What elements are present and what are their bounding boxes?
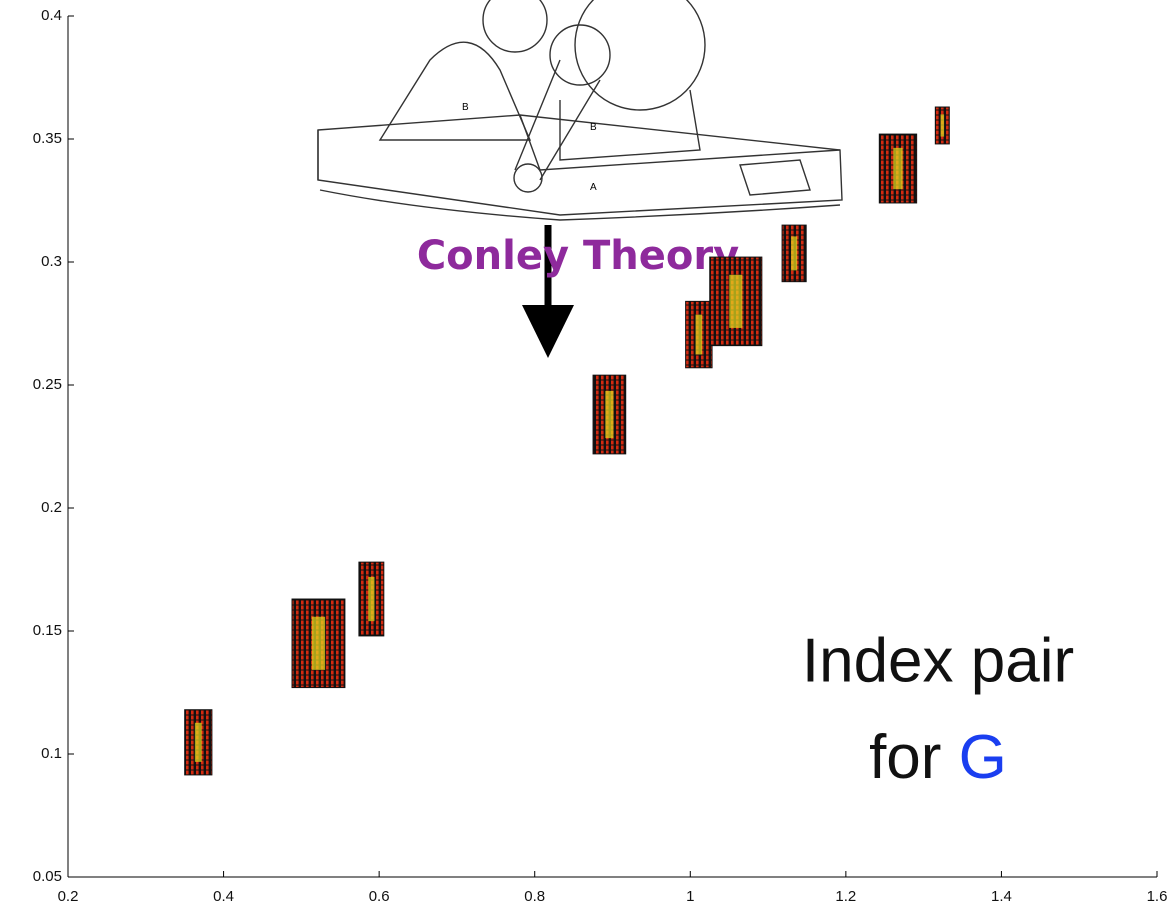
region-core xyxy=(893,147,903,190)
region-core xyxy=(791,236,798,271)
x-tick-label: 1 xyxy=(686,888,694,905)
x-tick-label: 1.4 xyxy=(991,888,1012,905)
region-core xyxy=(605,390,614,439)
region-core xyxy=(940,114,945,137)
caption: for G xyxy=(869,723,1007,792)
label-mark: A xyxy=(590,182,597,193)
y-tick-label: 0.2 xyxy=(41,499,62,516)
caption-text: for xyxy=(869,723,959,792)
label-mark: B xyxy=(462,102,469,113)
y-tick-label: 0.25 xyxy=(33,376,62,393)
y-tick-label: 0.1 xyxy=(41,745,62,762)
region-core xyxy=(368,576,375,622)
y-tick-label: 0.35 xyxy=(33,130,62,147)
label-mark: B xyxy=(590,122,597,133)
y-tick-label: 0.05 xyxy=(33,868,62,885)
y-tick-label: 0.3 xyxy=(41,253,62,270)
y-tick-label: 0.15 xyxy=(33,622,62,639)
machine-illustration: B B A xyxy=(317,0,843,221)
region-core xyxy=(311,616,326,670)
region-core xyxy=(695,314,703,355)
x-tick-label: 1.6 xyxy=(1147,888,1168,905)
x-tick-label: 0.4 xyxy=(213,888,234,905)
region-core xyxy=(729,274,743,328)
x-tick-label: 1.2 xyxy=(835,888,856,905)
x-tick-label: 0.8 xyxy=(524,888,545,905)
y-tick-label: 0.4 xyxy=(41,7,62,24)
caption: Index pair xyxy=(802,626,1074,695)
method-label: Conley Theory xyxy=(417,233,739,279)
arrow-head xyxy=(522,305,574,358)
x-tick-label: 0.2 xyxy=(58,888,79,905)
region-core xyxy=(194,722,202,762)
x-tick-label: 0.6 xyxy=(369,888,390,905)
caption-symbol: G xyxy=(959,723,1007,792)
